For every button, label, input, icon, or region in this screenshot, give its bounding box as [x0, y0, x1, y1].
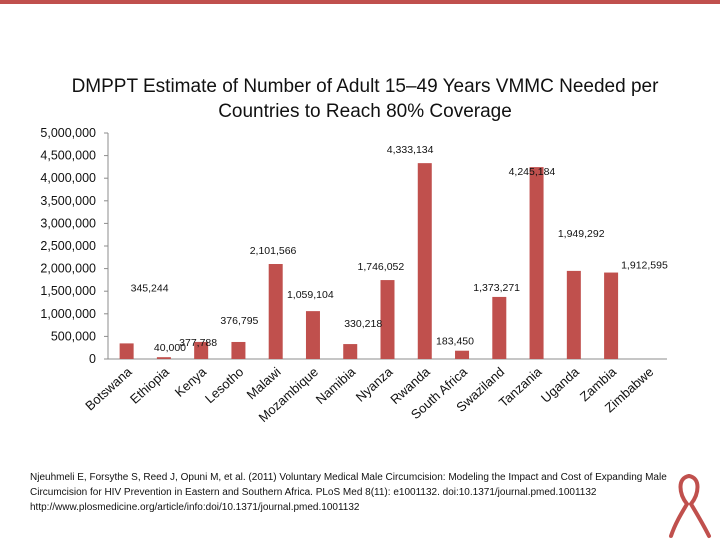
x-tick-label: Namibia [313, 364, 359, 408]
bar-data-label: 1,373,271 [473, 282, 520, 294]
bar [529, 167, 544, 359]
bar [194, 341, 209, 359]
bar-data-label: 376,795 [220, 315, 258, 327]
bar-data-label: 2,101,566 [250, 245, 297, 257]
bar-data-label: 1,912,595 [621, 260, 668, 272]
bar-data-label: 1,059,104 [287, 289, 334, 301]
bar [343, 344, 358, 359]
bar-data-label: 377,788 [179, 337, 217, 349]
bar-data-label: 345,244 [131, 282, 169, 294]
y-tick-label: 5,000,000 [40, 126, 96, 140]
y-tick-label: 2,500,000 [40, 239, 96, 253]
bar [604, 272, 619, 359]
y-tick-label: 4,000,000 [40, 171, 96, 185]
y-tick-label: 2,000,000 [40, 262, 96, 276]
bar-data-label: 183,450 [436, 336, 474, 348]
bar [566, 270, 581, 359]
x-tick-label: Ethiopia [127, 364, 173, 407]
bar [380, 280, 395, 359]
bar-data-label: 1,949,292 [558, 228, 605, 240]
bar [268, 264, 283, 359]
bar [417, 163, 432, 359]
bar-data-label: 4,245,184 [509, 166, 556, 178]
x-tick-label: Uganda [538, 364, 582, 406]
x-tick-label: Tanzania [496, 364, 545, 410]
y-tick-label: 500,000 [51, 329, 96, 343]
bar [492, 296, 507, 359]
red-ribbon-icon [669, 474, 711, 538]
bar [119, 343, 134, 359]
x-tick-label: Botswana [82, 364, 135, 414]
y-tick-label: 0 [89, 352, 96, 366]
bar [231, 341, 246, 359]
x-tick-label: Lesotho [202, 364, 246, 406]
bar-data-label: 4,333,134 [387, 144, 434, 156]
chart-title: DMPPT Estimate of Number of Adult 15–49 … [71, 76, 659, 122]
bar-data-label: 40,000 [154, 342, 186, 354]
y-tick-label: 3,000,000 [40, 216, 96, 230]
bar-data-label: 1,746,052 [358, 261, 405, 273]
bar-chart: 0 500,000 1,000,000 1,500,000 2,000,000 2,500… [40, 126, 668, 425]
bar [455, 350, 470, 359]
bar-data-label: 330,218 [344, 318, 382, 330]
citation-caption: Njeuhmeli E, Forsythe S, Reed J, Opuni M… [30, 472, 667, 513]
bar [305, 311, 320, 359]
y-tick-label: 1,500,000 [40, 284, 96, 298]
top-accent-rule [0, 0, 720, 4]
bar [156, 357, 171, 359]
y-tick-label: 3,500,000 [40, 194, 96, 208]
y-tick-label: 1,000,000 [40, 307, 96, 321]
y-tick-label: 4,500,000 [40, 149, 96, 163]
